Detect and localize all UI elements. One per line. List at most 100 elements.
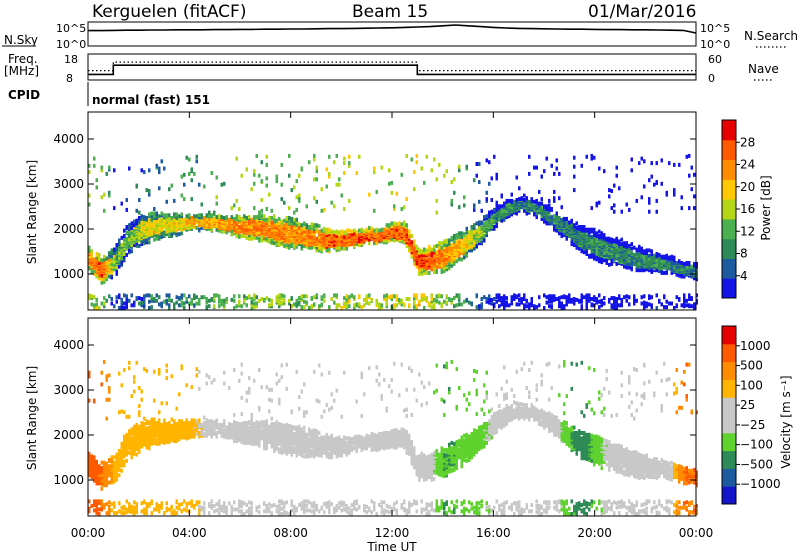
heatmap-cell [118,467,121,472]
heatmap-cell [263,230,266,235]
heatmap-cell [470,248,473,253]
heatmap-cell [288,298,291,303]
heatmap-cell [158,214,161,219]
heatmap-cell [158,218,161,223]
heatmap-cell [93,269,96,274]
heatmap-cell [410,252,413,257]
heatmap-cell [428,270,431,275]
heatmap-cell [545,295,548,300]
heatmap-cell [445,300,448,305]
heatmap-cell [103,279,106,284]
heatmap-cell [215,175,218,180]
heatmap-cell [423,250,426,255]
heatmap-cell [653,182,656,187]
heatmap-cell [180,293,183,298]
heatmap-cell [93,295,96,300]
heatmap-cell [128,223,131,228]
heatmap-cell [100,477,103,482]
heatmap-cell [150,225,153,230]
heatmap-cell [678,162,681,167]
heatmap-cell [460,243,463,248]
heatmap-cell [448,265,451,270]
heatmap-cell [440,251,443,256]
heatmap-cell [628,302,631,307]
heatmap-cell [315,223,318,228]
heatmap-cell [123,442,126,447]
heatmap-cell [128,509,131,514]
heatmap-cell [418,247,421,252]
heatmap-cell [225,215,228,220]
heatmap-cell [690,165,693,170]
heatmap-cell [180,300,183,305]
heatmap-cell [403,205,406,210]
heatmap-cell [188,301,191,306]
heatmap-cell [103,505,106,510]
heatmap-cell [123,301,126,306]
heatmap-cell [205,305,208,310]
heatmap-cell [143,241,146,246]
heatmap-cell [148,189,151,193]
heatmap-cell [450,263,453,268]
heatmap-cell [400,302,403,307]
heatmap-cell [125,438,128,443]
heatmap-cell [100,168,103,173]
heatmap-cell [683,270,686,274]
heatmap-cell [580,293,583,298]
heatmap-cell [175,231,178,236]
heatmap-cell [110,508,113,513]
heatmap-cell [480,297,483,301]
heatmap-cell [558,296,561,301]
heatmap-cell [188,213,191,218]
heatmap-cell [88,170,91,175]
heatmap-cell [125,225,128,229]
heatmap-cell [270,220,273,225]
heatmap-cell [515,175,518,180]
heatmap-cell [93,398,96,403]
heatmap-cell [600,257,603,262]
heatmap-cell [198,182,201,187]
heatmap-cell [93,455,96,460]
heatmap-cell [463,203,466,208]
heatmap-cell [195,214,198,219]
heatmap-cell [258,298,261,303]
heatmap-cell [413,239,416,244]
heatmap-cell [105,171,108,176]
heatmap-cell [325,236,328,241]
heatmap-cell [603,169,606,174]
heatmap-cell [95,274,98,279]
heatmap-cell [503,294,506,299]
heatmap-cell [180,174,183,179]
heatmap-cell [620,237,623,242]
heatmap-cell [108,260,111,265]
heatmap-cell [120,201,123,206]
heatmap-cell [613,300,616,305]
heatmap-cell [220,219,223,224]
heatmap-cell [583,295,586,300]
heatmap-cell [550,163,553,168]
heatmap-cell [550,215,553,220]
heatmap-cell [290,296,293,301]
heatmap-cell [630,251,633,256]
heatmap-cell [195,225,198,230]
heatmap-cell [273,222,276,227]
heatmap-cell [445,256,448,261]
heatmap-cell [688,153,691,158]
heatmap-cell [198,227,201,232]
heatmap-cell [88,509,91,514]
heatmap-cell [380,235,383,240]
heatmap-cell [95,459,98,464]
heatmap-cell [663,254,666,259]
heatmap-cell [215,201,218,206]
heatmap-cell [165,213,168,218]
heatmap-cell [685,298,688,303]
heatmap-cell [688,264,691,269]
heatmap-cell [368,237,371,242]
colorbar-segment [722,238,736,259]
heatmap-cell [413,299,416,304]
heatmap-cell [275,298,278,303]
heatmap-cell [573,243,576,247]
heatmap-cell [378,302,381,307]
heatmap-cell [685,154,688,159]
heatmap-cell [200,213,203,218]
heatmap-cell [288,173,291,178]
